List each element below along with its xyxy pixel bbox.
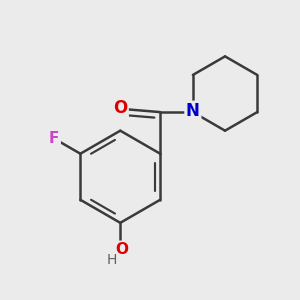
Text: F: F (49, 131, 59, 146)
Text: O: O (115, 242, 128, 257)
Text: N: N (186, 102, 200, 120)
Text: H: H (106, 253, 116, 267)
Text: O: O (113, 99, 127, 117)
